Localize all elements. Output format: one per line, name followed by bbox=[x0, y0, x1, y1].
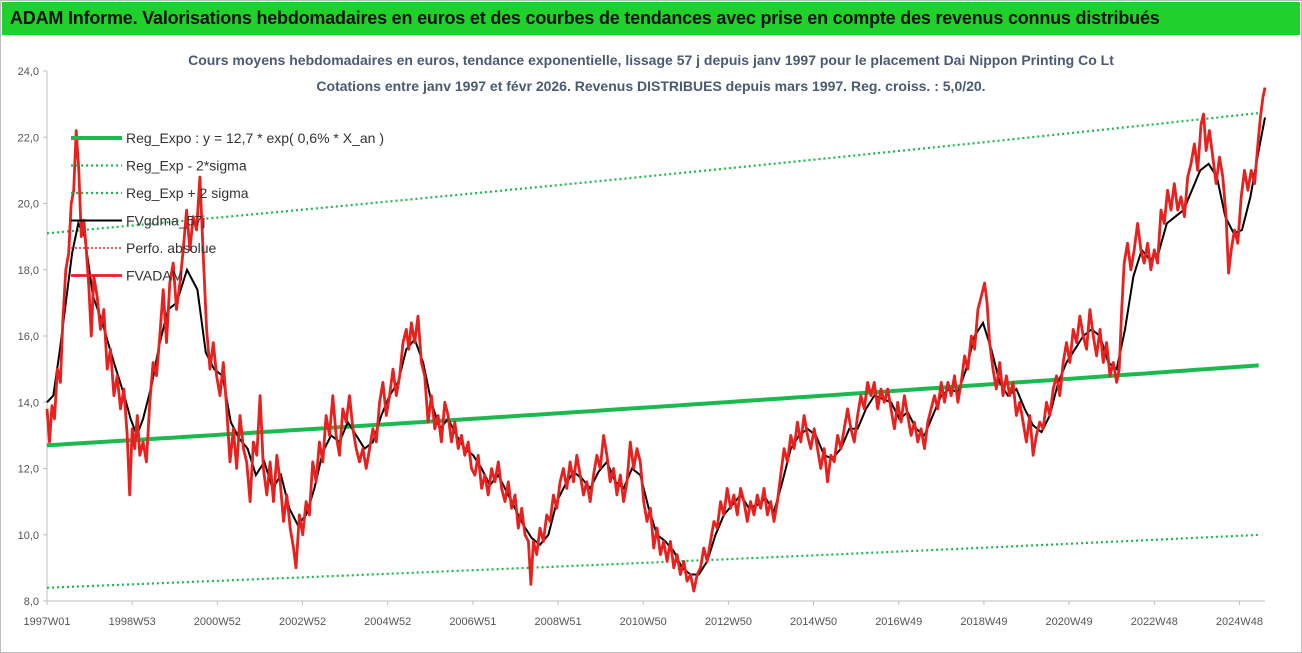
x-tick-label: 2020W49 bbox=[1046, 616, 1093, 628]
x-tick-label: 2016W49 bbox=[875, 616, 922, 628]
legend-label: FVgdma_57j bbox=[126, 213, 205, 229]
series-reg-minus-2sigma bbox=[46, 533, 1259, 589]
series-fvadam bbox=[45, 87, 1267, 593]
y-tick-label: 14,0 bbox=[18, 397, 39, 409]
y-tick-label: 18,0 bbox=[18, 265, 39, 277]
legend-label: Perfo. absolue bbox=[126, 240, 216, 256]
x-tick-label: 2014W50 bbox=[790, 616, 837, 628]
chart-title: Cours moyens hebdomadaires en euros, ten… bbox=[188, 52, 1114, 68]
legend: Reg_Expo : y = 12,7 * exp( 0,6% * X_an )… bbox=[71, 130, 384, 284]
legend-item-reg-plus-2sigma: Reg_Exp + 2 sigma bbox=[71, 185, 249, 201]
x-tick-label: 2002W52 bbox=[279, 616, 326, 628]
x-tick-label: 2004W52 bbox=[364, 616, 411, 628]
y-tick-label: 10,0 bbox=[18, 530, 39, 542]
x-tick-label: 1998W53 bbox=[109, 616, 156, 628]
y-tick-label: 8,0 bbox=[24, 596, 39, 608]
y-tick-label: 12,0 bbox=[18, 464, 39, 476]
x-tick-label: 2022W48 bbox=[1131, 616, 1178, 628]
y-tick-label: 20,0 bbox=[18, 199, 39, 211]
axes: 8,0 10,0 12,0 14,0 16,0 18,0 20,0 22,0 24,0 1997W… bbox=[18, 66, 1265, 628]
report-title: ADAM Informe. Valorisations hebdomadaire… bbox=[10, 8, 1160, 28]
legend-label: Reg_Expo : y = 12,7 * exp( 0,6% * X_an ) bbox=[126, 130, 384, 146]
series-lines bbox=[45, 87, 1267, 593]
y-tick-label: 24,0 bbox=[18, 66, 39, 78]
x-tick-label: 2024W48 bbox=[1216, 616, 1263, 628]
legend-item-reg-minus-2sigma: Reg_Exp - 2*sigma bbox=[71, 158, 247, 174]
x-tick-label: 2000W52 bbox=[194, 616, 241, 628]
legend-item-reg-expo: Reg_Expo : y = 12,7 * exp( 0,6% * X_an ) bbox=[71, 130, 384, 146]
x-tick-label: 2018W49 bbox=[960, 616, 1007, 628]
y-tick-label: 22,0 bbox=[18, 132, 39, 144]
x-tick-label: 1997W01 bbox=[23, 616, 70, 628]
x-tick-label: 2010W50 bbox=[620, 616, 667, 628]
legend-label: Reg_Exp - 2*sigma bbox=[126, 158, 247, 174]
legend-item-fvgdma: FVgdma_57j bbox=[71, 213, 205, 229]
x-tick-label: 2012W50 bbox=[705, 616, 752, 628]
y-tick-label: 16,0 bbox=[18, 331, 39, 343]
x-tick-label: 2006W51 bbox=[449, 616, 496, 628]
report-banner: ADAM Informe. Valorisations hebdomadaire… bbox=[2, 2, 1300, 35]
chart-subtitle: Cotations entre janv 1997 et févr 2026. … bbox=[316, 78, 986, 94]
legend-label: FVADAM bbox=[126, 268, 183, 284]
x-tick-label: 2008W51 bbox=[535, 616, 582, 628]
legend-label: Reg_Exp + 2 sigma bbox=[126, 185, 249, 201]
legend-item-perfo-absolue: Perfo. absolue bbox=[71, 240, 216, 256]
legend-item-fvadam: FVADAM bbox=[71, 268, 183, 284]
